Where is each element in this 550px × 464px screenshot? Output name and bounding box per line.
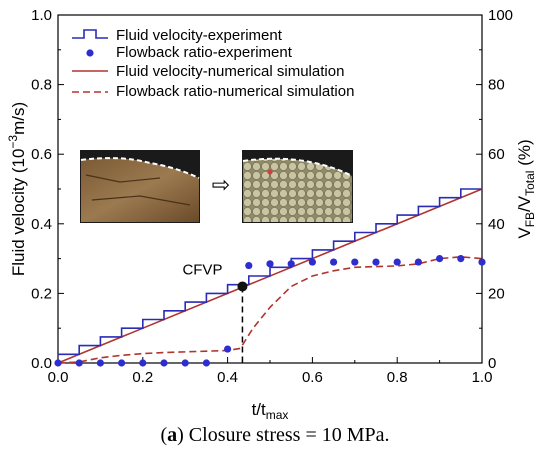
- flowback-point: [245, 261, 253, 270]
- flowback-point: [96, 359, 104, 367]
- left-axis-ticks: 0.0 0.2 0.4 0.6 0.8 1.0: [31, 7, 64, 372]
- flowback-point: [372, 258, 380, 266]
- flowback-point: [224, 345, 232, 353]
- x-tick-label: 0.4: [217, 369, 238, 386]
- legend-item-velocity-experiment: Fluid velocity-experiment: [72, 27, 283, 44]
- inset-images: ⇨: [80, 150, 353, 223]
- left-tick-label: 0.2: [31, 285, 52, 302]
- chart: ⇨ 0.0 0.2 0.4 0.6 0.8 1.0 0.00.20.40.60.81.0 …: [6, 7, 537, 420]
- cfvp-marker: [237, 281, 248, 292]
- inset-photo: [80, 150, 200, 223]
- flowback-point: [393, 258, 401, 266]
- right-tick-label: 0: [488, 355, 496, 372]
- right-tick-label: 100: [488, 7, 513, 24]
- flowback-point: [139, 359, 147, 367]
- flowback-point: [436, 255, 444, 263]
- x-tick-label: 1.0: [472, 369, 493, 386]
- series-flowback-ratio-numerical-simulation: [57, 256, 483, 364]
- legend-item-flowback-simulation: Flowback ratio-numerical simulation: [72, 83, 354, 100]
- right-tick-label: 60: [488, 146, 505, 163]
- x-tick-label: 0.8: [387, 369, 408, 386]
- right-tick-label: 20: [488, 285, 505, 302]
- inset-arrow-icon: ⇨: [212, 172, 230, 197]
- right-tick-label: 80: [488, 77, 505, 94]
- flowback-point: [351, 258, 359, 266]
- flowback-point: [181, 359, 189, 367]
- left-tick-label: 0.8: [31, 77, 52, 94]
- flowback-point: [75, 359, 83, 367]
- right-axis-title: VFB/VTotal (%): [515, 139, 537, 238]
- left-tick-label: 0.6: [31, 146, 52, 163]
- x-axis-ticks: 0.0 0.2 0.4 0.6 0.8 1.0: [48, 357, 493, 386]
- legend-item-velocity-simulation: Fluid velocity-numerical simulation: [72, 63, 344, 80]
- flowback-point: [478, 258, 486, 266]
- inset-simulation: [242, 150, 353, 223]
- right-tick-label: 40: [488, 216, 505, 233]
- flowback-point: [457, 255, 465, 263]
- legend: Fluid velocity-experiment Flowback ratio…: [72, 27, 354, 100]
- flowback-point: [54, 359, 62, 367]
- left-axis-title: Fluid velocity (10−3m/s): [6, 102, 28, 276]
- cfvp-label: CFVP: [182, 261, 222, 278]
- x-tick-label: 0.6: [302, 369, 323, 386]
- flowback-point: [330, 258, 338, 266]
- flowback-point: [266, 260, 274, 268]
- flowback-point: [202, 359, 210, 367]
- cfvp-annotation: CFVP: [182, 261, 248, 363]
- series-flowback-ratio-experiment: [54, 255, 486, 367]
- legend-label: Fluid velocity-numerical simulation: [116, 63, 344, 80]
- legend-item-flowback-experiment: Flowback ratio-experiment: [86, 44, 293, 61]
- legend-label: Flowback ratio-experiment: [116, 44, 293, 61]
- left-tick-label: 0.4: [31, 216, 52, 233]
- legend-label: Flowback ratio-numerical simulation: [116, 83, 354, 100]
- flowback-point: [308, 258, 316, 266]
- x-tick-label: 0.0: [48, 369, 69, 386]
- flowback-point: [160, 359, 168, 367]
- flowback-point: [118, 359, 126, 367]
- right-axis-ticks: 0 20 40 60 80 100: [476, 7, 513, 372]
- flowback-point: [414, 258, 422, 266]
- series-fluid-velocity-experiment: [58, 188, 482, 356]
- x-tick-label: 0.2: [132, 369, 153, 386]
- legend-label: Fluid velocity-experiment: [116, 27, 283, 44]
- flowback-point: [287, 260, 295, 268]
- x-axis-title: t/tmax: [252, 400, 289, 420]
- series-layer: [54, 188, 486, 367]
- figure-caption: (a) Closure stress = 10 MPa.: [160, 424, 390, 446]
- left-tick-label: 0.0: [31, 355, 52, 372]
- left-tick-label: 1.0: [31, 7, 52, 24]
